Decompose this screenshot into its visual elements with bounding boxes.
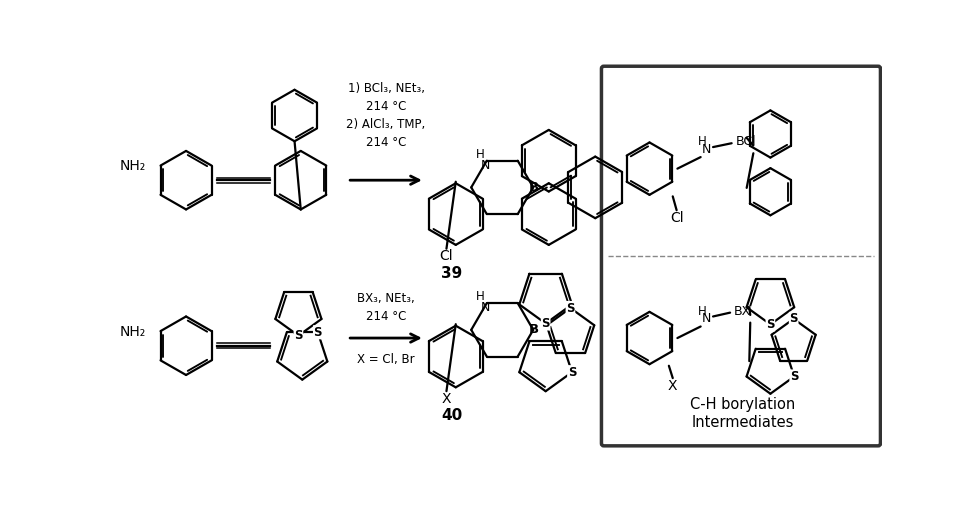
Text: S: S	[314, 326, 322, 339]
Text: NH₂: NH₂	[120, 159, 146, 173]
FancyBboxPatch shape	[602, 66, 880, 446]
Text: H: H	[476, 291, 485, 303]
Text: S: S	[766, 318, 774, 331]
Text: Cl: Cl	[440, 249, 454, 264]
Text: C-H borylation
Intermediates: C-H borylation Intermediates	[690, 397, 795, 430]
Text: X = Cl, Br: X = Cl, Br	[357, 353, 415, 367]
Text: Cl: Cl	[669, 211, 683, 225]
Text: X: X	[668, 379, 677, 393]
Text: N: N	[480, 159, 490, 172]
Text: 39: 39	[441, 266, 463, 281]
Text: H: H	[698, 305, 707, 317]
Text: BCl: BCl	[735, 135, 756, 148]
Text: N: N	[702, 143, 710, 156]
Text: 40: 40	[441, 408, 463, 423]
Text: 1) BCl₃, NEt₃,
214 °C
2) AlCl₃, TMP,
214 °C: 1) BCl₃, NEt₃, 214 °C 2) AlCl₃, TMP, 214…	[346, 83, 425, 150]
Text: S: S	[790, 370, 799, 383]
Text: BX₃, NEt₃,
214 °C: BX₃, NEt₃, 214 °C	[357, 292, 415, 322]
Text: N: N	[480, 301, 490, 314]
Text: NH₂: NH₂	[120, 325, 146, 339]
Text: B: B	[529, 181, 539, 194]
Text: S: S	[541, 317, 550, 330]
Text: H: H	[698, 135, 707, 148]
Text: B: B	[529, 323, 539, 336]
Text: N: N	[702, 312, 710, 325]
Text: H: H	[476, 148, 485, 161]
Text: S: S	[294, 329, 303, 342]
Text: S: S	[790, 312, 798, 325]
Text: X: X	[442, 392, 451, 406]
Text: S: S	[567, 366, 576, 379]
Text: BX: BX	[734, 305, 751, 317]
Text: S: S	[566, 302, 574, 314]
